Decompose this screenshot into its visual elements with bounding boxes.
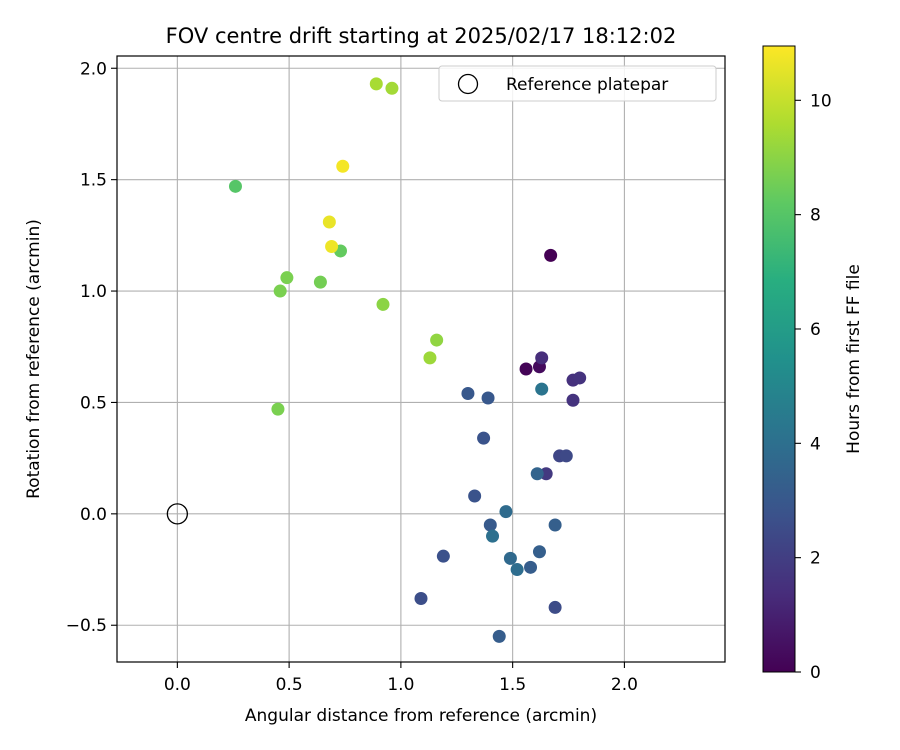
scatter-point (271, 402, 285, 416)
legend-box (438, 65, 717, 102)
reference-platepar-marker (166, 503, 189, 525)
legend: Reference platepar (438, 65, 717, 102)
scatter-point (468, 489, 482, 503)
colorbar-tick-label: 4 (810, 434, 821, 454)
y-tick-label: 1.0 (80, 282, 107, 302)
data-points (228, 77, 587, 643)
chart-title: FOV centre drift starting at 2025/02/17 … (166, 24, 677, 48)
scatter-point (385, 81, 399, 95)
x-tick-label: 1.5 (499, 675, 526, 695)
scatter-point (481, 391, 495, 405)
scatter-point (325, 239, 339, 253)
legend-label: Reference platepar (506, 75, 668, 95)
colorbar-gradient (762, 45, 796, 673)
colorbar: 0 2 4 6 8 10 Hours from first FF file (762, 45, 864, 683)
scatter-point (228, 179, 242, 193)
scatter-point (510, 563, 524, 577)
scatter-point (530, 467, 544, 481)
y-tick-label: 1.5 (80, 171, 107, 191)
y-tick-label: 0.5 (80, 393, 107, 413)
scatter-point (280, 271, 294, 285)
scatter-point (336, 159, 350, 173)
scatter-point (461, 387, 475, 401)
scatter-point (548, 518, 562, 532)
scatter-point (535, 382, 549, 396)
x-tick-label: 0.5 (276, 675, 303, 695)
y-tick-label: 0.0 (80, 505, 107, 525)
colorbar-tick-label: 2 (810, 549, 821, 569)
scatter-point (273, 284, 287, 298)
scatter-point (544, 248, 558, 262)
scatter-point (492, 629, 506, 643)
scatter-point (548, 600, 562, 614)
scatter-point (559, 449, 573, 463)
colorbar-label: Hours from first FF file (844, 264, 864, 454)
scatter-point (436, 549, 450, 563)
x-tick-label: 1.0 (387, 675, 414, 695)
scatter-point (539, 467, 553, 481)
scatter-point (430, 333, 444, 347)
scatter-point (423, 351, 437, 365)
x-tick-label: 2.0 (611, 675, 638, 695)
scatter-point (532, 545, 546, 559)
scatter-point (414, 592, 428, 606)
plot-frame (116, 55, 726, 663)
x-axis-label: Angular distance from reference (arcmin) (245, 706, 597, 726)
y-axis-ticks: −0.5 0.0 0.5 1.0 1.5 2.0 (66, 59, 117, 636)
scatter-point (313, 275, 327, 289)
colorbar-tick-label: 6 (810, 320, 821, 340)
scatter-point (566, 393, 580, 407)
scatter-point (322, 215, 336, 229)
y-tick-label: 2.0 (80, 59, 107, 79)
colorbar-tick-label: 0 (810, 663, 821, 683)
scatter-point (499, 505, 513, 519)
scatter-point (477, 431, 491, 445)
scatter-point (503, 551, 517, 565)
scatter-point (369, 77, 383, 91)
colorbar-tick-label: 10 (810, 91, 832, 111)
scatter-point (483, 518, 497, 532)
y-axis-label: Rotation from reference (arcmin) (24, 219, 44, 499)
scatter-point (535, 351, 549, 365)
grid-lines (117, 56, 725, 662)
colorbar-ticks: 0 2 4 6 8 10 (795, 91, 832, 683)
x-tick-label: 0.0 (164, 675, 191, 695)
scatter-point (486, 529, 500, 543)
scatter-point (573, 371, 587, 385)
x-axis-ticks: 0.0 0.5 1.0 1.5 2.0 (164, 662, 638, 695)
colorbar-tick-label: 8 (810, 206, 821, 226)
legend-reference-marker (457, 73, 479, 95)
scatter-point (376, 297, 390, 311)
y-tick-label: −0.5 (66, 616, 107, 636)
scatter-point (524, 560, 538, 574)
scatter-point (519, 362, 533, 376)
